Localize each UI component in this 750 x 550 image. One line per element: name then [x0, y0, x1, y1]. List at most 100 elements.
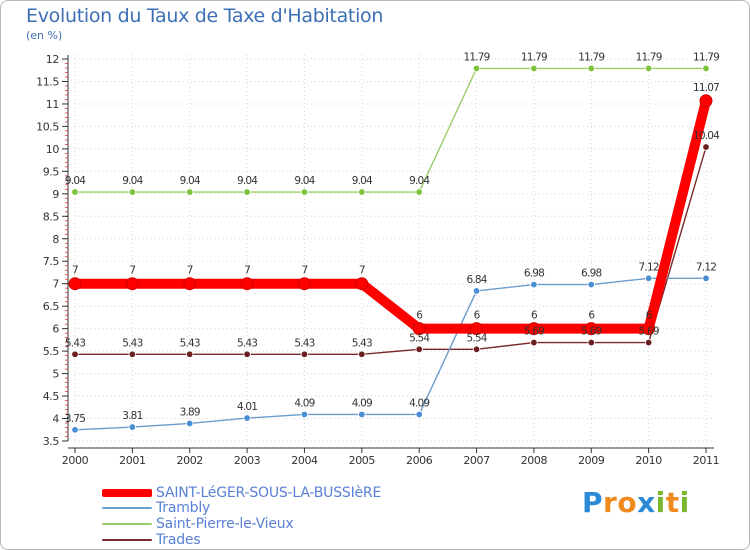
data-point — [243, 414, 251, 422]
data-label: 10.04 — [693, 130, 720, 142]
data-label: 7.12 — [696, 261, 716, 273]
y-tick-label: 10.5 — [36, 120, 59, 133]
data-label: 6 — [646, 310, 653, 322]
data-label: 5.43 — [65, 337, 85, 349]
data-point — [186, 350, 194, 358]
data-point — [358, 350, 366, 358]
legend-label: Trambly — [156, 500, 211, 516]
data-point — [530, 64, 538, 73]
data-label: 9.04 — [352, 175, 373, 187]
y-tick-label: 9.5 — [43, 165, 60, 178]
y-tick-label: 4.5 — [43, 390, 60, 403]
data-point — [358, 410, 366, 419]
data-label: 7 — [244, 265, 250, 277]
data-point — [183, 277, 197, 291]
x-tick-label: 2005 — [349, 454, 376, 467]
series-line — [74, 67, 707, 193]
data-label: 9.04 — [180, 175, 201, 187]
data-label: 4.09 — [352, 397, 372, 409]
y-tick-label: 5 — [52, 368, 59, 381]
data-label: 6.84 — [466, 274, 487, 286]
logo-letter: i — [679, 486, 690, 519]
x-tick-label: 2002 — [177, 454, 203, 467]
data-label: 11.79 — [636, 51, 662, 63]
data-point — [530, 280, 538, 289]
legend-label: Saint-Pierre-le-Vieux — [156, 516, 294, 532]
data-label: 6.98 — [581, 268, 601, 280]
legend-swatch — [102, 489, 152, 497]
data-label: 7 — [129, 265, 135, 277]
data-point — [71, 426, 79, 434]
data-label: 6 — [474, 310, 481, 322]
legend-item-saint-leger: SAINT-LéGER-SOUS-LA-BUSSIèRE — [102, 485, 381, 501]
data-label: 7 — [359, 265, 365, 277]
data-point — [642, 322, 656, 336]
data-point — [587, 338, 595, 347]
y-tick-label: 7 — [52, 278, 59, 291]
data-label: 7.12 — [639, 261, 659, 273]
series-line — [70, 95, 711, 334]
data-label: 5.69 — [639, 326, 659, 338]
y-tick-label: 12 — [46, 53, 59, 66]
y-tick-label: 10 — [46, 143, 60, 156]
data-point — [71, 350, 79, 358]
data-point — [358, 188, 366, 196]
data-label: 6.98 — [524, 268, 544, 280]
data-point — [297, 277, 311, 291]
y-tick-label: 9 — [52, 188, 59, 201]
data-point — [415, 410, 423, 419]
x-tick-label: 2011 — [693, 454, 719, 467]
x-tick-label: 2009 — [578, 454, 605, 467]
logo-letter: P — [582, 486, 604, 519]
data-label: 7 — [302, 265, 308, 277]
data-label: 5.54 — [466, 332, 487, 344]
data-point — [587, 64, 595, 73]
data-point — [128, 423, 137, 431]
data-label: 5.54 — [409, 332, 430, 344]
y-tick-label: 7.5 — [43, 255, 60, 268]
data-point — [472, 345, 481, 354]
x-tick-label: 2006 — [406, 454, 433, 467]
logo-letter: x — [637, 486, 656, 519]
data-point — [355, 277, 369, 291]
data-point — [415, 188, 423, 196]
data-point — [300, 350, 309, 358]
x-tick-label: 2004 — [291, 454, 318, 467]
chart-title: Evolution du Taux de Taxe d'Habitation — [26, 5, 384, 27]
x-tick-label: 2000 — [62, 454, 89, 467]
y-tick-label: 11 — [46, 98, 59, 111]
data-label: 3.75 — [65, 413, 85, 425]
x-tick-label: 2007 — [463, 454, 490, 467]
data-label: 5.69 — [581, 326, 601, 338]
data-label: 5.43 — [294, 337, 314, 349]
y-tick-label: 8 — [52, 233, 59, 246]
data-label: 5.43 — [122, 337, 142, 349]
data-label: 5.43 — [352, 337, 372, 349]
data-label: 9.04 — [294, 175, 315, 187]
data-label: 5.43 — [180, 337, 200, 349]
data-point — [412, 322, 426, 336]
data-label: 3.89 — [180, 406, 200, 418]
data-point — [243, 350, 251, 358]
data-point — [527, 322, 541, 336]
series-line — [74, 146, 707, 355]
data-point — [472, 287, 481, 295]
chart-subtitle: (en %) — [26, 29, 63, 42]
data-point — [584, 322, 598, 336]
data-point — [702, 64, 710, 73]
data-point — [644, 64, 653, 73]
data-label: 11.79 — [464, 51, 490, 63]
data-point — [587, 280, 595, 289]
data-point — [240, 277, 254, 291]
data-point — [68, 277, 82, 291]
x-tick-label: 2010 — [635, 454, 662, 467]
y-tick-label: 6.5 — [43, 300, 60, 313]
y-tick-label: 11.5 — [36, 75, 59, 88]
data-point — [243, 188, 251, 196]
legend-item-trades: Trades — [102, 532, 201, 548]
data-point — [186, 188, 194, 196]
data-point — [470, 322, 484, 336]
data-point — [128, 188, 137, 196]
logo-letter: i — [655, 486, 666, 519]
